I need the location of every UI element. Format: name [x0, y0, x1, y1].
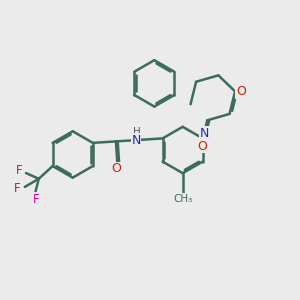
Text: CH₃: CH₃	[173, 194, 192, 204]
Text: F: F	[14, 182, 21, 195]
Text: O: O	[111, 162, 121, 175]
Text: N: N	[200, 127, 209, 140]
Text: O: O	[198, 140, 207, 152]
Text: H: H	[133, 127, 140, 137]
Text: O: O	[236, 85, 246, 98]
Text: F: F	[32, 193, 39, 206]
Text: N: N	[131, 134, 141, 147]
Text: F: F	[16, 164, 23, 177]
